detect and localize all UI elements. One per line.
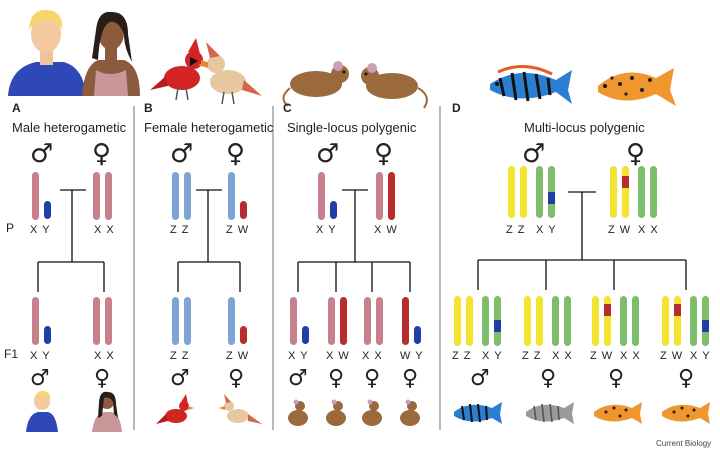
female-symbol: ♀ (92, 139, 111, 169)
female-symbol: ♀ (94, 366, 110, 391)
male-symbol: ♂ (30, 139, 53, 169)
genotype-parent-male: X Y (30, 224, 51, 236)
offspring-rodent-icon (362, 399, 382, 426)
male-symbol: ♂ (170, 366, 190, 391)
genotype-parent-male: Z Z (170, 224, 190, 236)
cichlid-orange-illustration (598, 68, 676, 106)
female-symbol: ♀ (328, 366, 344, 391)
panel-letter: C (283, 101, 292, 115)
male-symbol: ♂ (288, 366, 308, 391)
genotype-parent-female: X X (638, 224, 659, 236)
genotype-offspring: Z W (660, 350, 683, 362)
offspring-blue-cichlid-icon (454, 402, 502, 424)
panel-title: Female heterogametic (144, 120, 274, 135)
genotype-offspring: X Y (30, 350, 51, 362)
offspring-grey-cichlid-icon (526, 402, 574, 424)
offspring-male-human-icon (26, 390, 58, 432)
genotype-offspring: Z W (226, 350, 249, 362)
female-symbol: ♀ (540, 366, 556, 391)
human-female-illustration (82, 11, 140, 96)
panel-title: Male heterogametic (12, 120, 127, 135)
genotype-offspring: Z Z (452, 350, 472, 362)
genotype-parent-male: X Y (316, 224, 337, 236)
female-symbol: ♀ (226, 139, 245, 169)
genotype-offspring: X Y (288, 350, 309, 362)
panel-a: A Male heterogametic ♂ ♀ X Y X X X Y X X… (12, 101, 127, 432)
rodent-illustration-right (361, 63, 428, 109)
female-symbol: ♀ (608, 366, 624, 391)
genotype-parent-male: X Y (536, 224, 557, 236)
female-symbol: ♀ (402, 366, 418, 391)
offspring-rodent-icon (326, 399, 346, 426)
offspring-rodent-icon (400, 399, 420, 426)
female-symbol: ♀ (364, 366, 380, 391)
offspring-orange-cichlid-icon (594, 402, 642, 424)
cardinal-female-illustration (198, 42, 262, 105)
rodent-illustration-left (282, 61, 349, 107)
female-symbol: ♀ (374, 139, 393, 169)
female-symbol: ♀ (228, 366, 244, 391)
male-symbol: ♂ (522, 139, 545, 169)
journal-credit: Current Biology (656, 439, 711, 448)
offspring-orange-cichlid-icon (662, 402, 710, 424)
female-symbol: ♀ (626, 139, 645, 169)
genotype-parent-female: Z W (226, 224, 249, 236)
human-male-illustration (8, 9, 86, 96)
panel-letter: B (144, 101, 153, 115)
panel-title: Single-locus polygenic (287, 120, 417, 135)
offspring-female-human-icon (92, 391, 122, 432)
genotype-parent-female: X X (94, 224, 115, 236)
genotype-offspring: Z Z (522, 350, 542, 362)
generation-label-f1: F1 (4, 347, 18, 361)
cardinal-male-illustration (150, 38, 210, 101)
offspring-female-cardinal-icon (219, 394, 262, 424)
panel-d: D Multi-locus polygenic ♂ ♀ Z Z X Y Z W … (452, 101, 711, 424)
panel-b: B Female heterogametic ♂ ♀ Z Z Z W Z Z Z… (144, 101, 274, 424)
panel-letter: D (452, 101, 461, 115)
genotype-parent-female: Z W (608, 224, 631, 236)
genotype-parent-male: Z Z (506, 224, 526, 236)
cichlid-blue-illustration (490, 65, 572, 104)
genotype-offspring: X X (362, 350, 383, 362)
genotype-parent-female: X W (374, 224, 398, 236)
genotype-offspring: W Y (400, 350, 424, 362)
genotype-offspring: X X (620, 350, 641, 362)
offspring-male-cardinal-icon (156, 394, 194, 424)
male-symbol: ♂ (470, 366, 490, 391)
genotype-offspring: X Y (690, 350, 711, 362)
male-symbol: ♂ (30, 366, 50, 391)
female-symbol: ♀ (678, 366, 694, 391)
offspring-rodent-icon (288, 399, 308, 426)
male-symbol: ♂ (316, 139, 339, 169)
genotype-offspring: Z W (590, 350, 613, 362)
genotype-offspring: Z Z (170, 350, 190, 362)
genotype-offspring: X X (94, 350, 115, 362)
genotype-offspring: X Y (482, 350, 503, 362)
genotype-offspring: X W (326, 350, 350, 362)
panel-c: C Single-locus polygenic ♂ ♀ X Y X W X Y… (283, 101, 424, 426)
genotype-offspring: X X (552, 350, 573, 362)
generation-label-p: P (6, 221, 14, 235)
panel-title: Multi-locus polygenic (524, 120, 645, 135)
male-symbol: ♂ (170, 139, 193, 169)
panel-letter: A (12, 101, 21, 115)
